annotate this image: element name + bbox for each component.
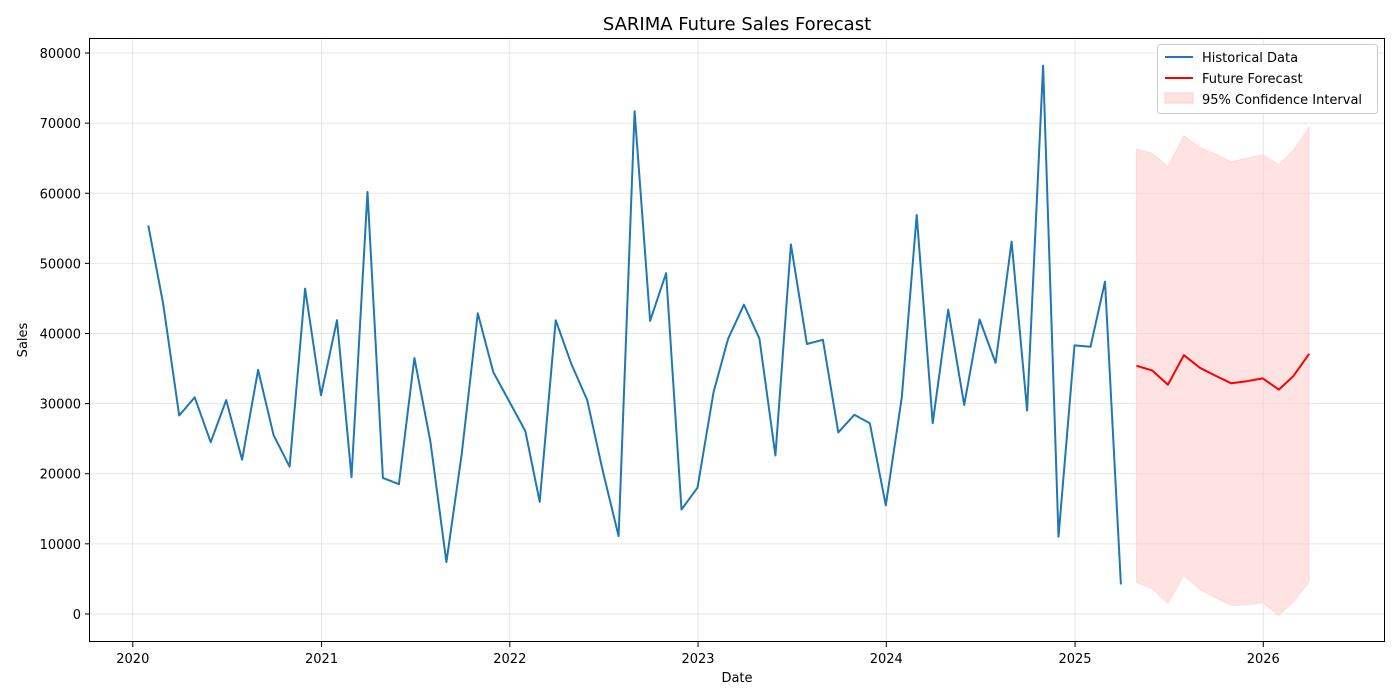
y-tick-label: 50000 — [40, 257, 81, 272]
legend-label-forecast: Future Forecast — [1202, 72, 1303, 87]
y-tick-label: 60000 — [40, 187, 81, 202]
chart-title: SARIMA Future Sales Forecast — [603, 14, 871, 35]
plot-frame — [89, 38, 1385, 642]
y-tick-label: 0 — [73, 608, 81, 623]
x-tick-label: 2023 — [681, 652, 714, 667]
legend-label-historical: Historical Data — [1202, 51, 1298, 66]
x-tick-label: 2022 — [493, 652, 526, 667]
y-tick-label: 70000 — [40, 117, 81, 132]
historical-series-layer — [147, 64, 1122, 585]
y-tick-label: 30000 — [40, 398, 81, 413]
legend-swatch-confidence — [1164, 92, 1194, 104]
confidence-interval-band — [1135, 125, 1310, 617]
legend-label-confidence: 95% Confidence Interval — [1202, 93, 1362, 108]
y-tick-label: 80000 — [40, 47, 81, 62]
x-tick-label: 2026 — [1247, 652, 1280, 667]
x-tick-label: 2020 — [116, 652, 149, 667]
confidence-band-layer — [1135, 125, 1310, 617]
x-tick-label: 2021 — [305, 652, 338, 667]
x-tick-label: 2024 — [870, 652, 903, 667]
y-tick-label: 10000 — [40, 538, 81, 553]
x-tick-label: 2025 — [1058, 652, 1091, 667]
x-axis-ticks: 2020 2021 2022 2023 2024 2025 2026 — [116, 642, 1280, 667]
future-forecast-line — [1136, 353, 1311, 391]
forecast-series-layer — [1136, 353, 1311, 391]
y-axis-ticks: 0 10000 20000 30000 40000 50000 60000 70000 8000… — [40, 47, 90, 623]
y-axis-title: Sales — [16, 322, 31, 357]
legend: Historical Data Future Forecast 95% Conf… — [1157, 44, 1378, 114]
y-tick-label: 40000 — [40, 327, 81, 342]
x-axis-title: Date — [721, 671, 752, 686]
y-tick-label: 20000 — [40, 468, 81, 483]
legend-box — [1157, 44, 1378, 114]
historical-data-line — [147, 64, 1122, 585]
